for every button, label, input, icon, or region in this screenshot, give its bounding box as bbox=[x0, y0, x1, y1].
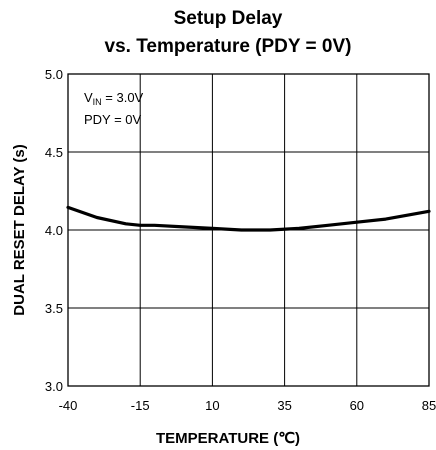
x-tick-labels: -40 -15 10 35 60 85 bbox=[59, 398, 436, 413]
x-tick-label: -40 bbox=[59, 398, 78, 413]
chart-title-line1: Setup Delay bbox=[174, 8, 283, 29]
y-tick-label: 4.0 bbox=[45, 223, 63, 238]
y-tick-label: 3.0 bbox=[45, 379, 63, 394]
y-axis-label: DUAL RESET DELAY (s) bbox=[11, 144, 28, 315]
y-tick-labels: 3.0 3.5 4.0 4.5 5.0 bbox=[45, 67, 63, 394]
x-tick-label: 85 bbox=[422, 398, 436, 413]
pdy-annotation: PDY = 0V bbox=[84, 112, 142, 127]
x-tick-label: -15 bbox=[131, 398, 150, 413]
y-tick-label: 3.5 bbox=[45, 301, 63, 316]
x-axis-label: TEMPERATURE (℃) bbox=[156, 430, 300, 447]
x-tick-label: 35 bbox=[277, 398, 291, 413]
series-line bbox=[66, 205, 431, 232]
chart-title-line2: vs. Temperature (PDY = 0V) bbox=[105, 36, 352, 57]
vin-annotation: VIN = 3.0V bbox=[84, 90, 144, 107]
y-tick-label: 4.5 bbox=[45, 145, 63, 160]
x-tick-label: 60 bbox=[350, 398, 364, 413]
x-tick-label: 10 bbox=[205, 398, 219, 413]
plot-frame bbox=[67, 73, 430, 387]
y-tick-label: 5.0 bbox=[45, 67, 63, 82]
